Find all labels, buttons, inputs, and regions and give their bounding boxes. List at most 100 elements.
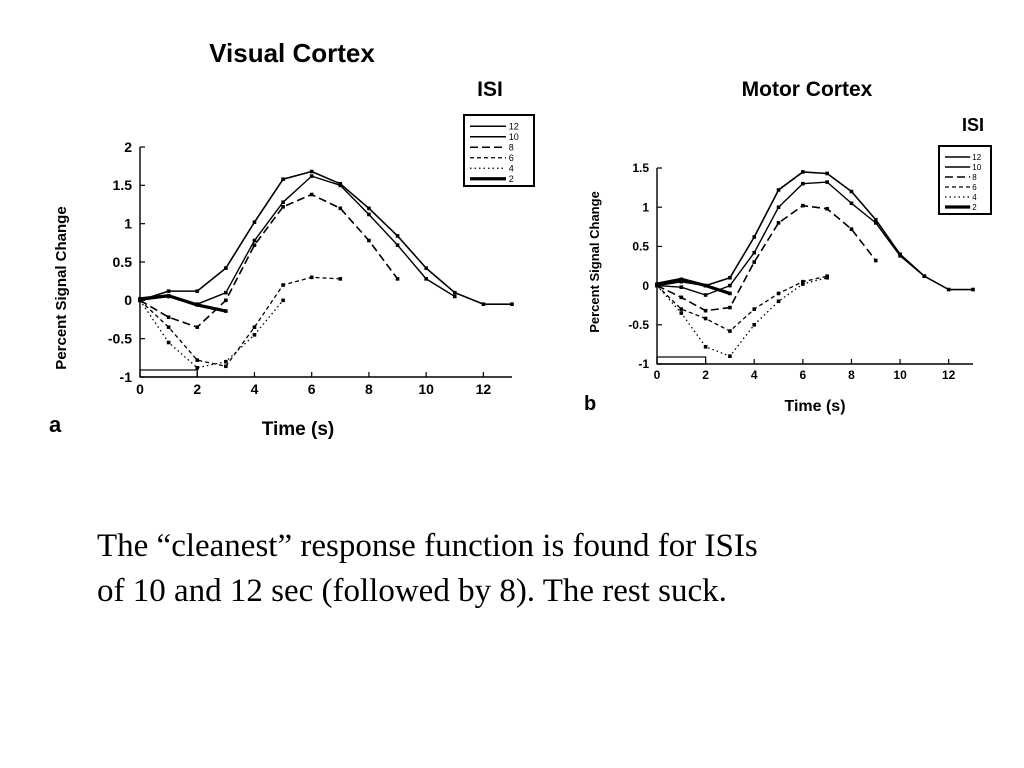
data-point	[752, 323, 757, 327]
data-point	[338, 277, 343, 281]
data-point	[252, 333, 257, 337]
data-point	[849, 201, 854, 206]
data-point	[801, 282, 805, 286]
data-point	[281, 205, 285, 209]
data-point	[224, 298, 228, 303]
y-tick-label: 1	[124, 216, 132, 232]
caption-line-1: The “cleanest” response function is foun…	[97, 528, 758, 564]
x-axis-label: Time (s)	[784, 398, 845, 415]
x-axis-label: Time (s)	[262, 419, 335, 440]
data-point	[825, 171, 829, 176]
data-point	[801, 170, 805, 174]
y-tick-label: -0.5	[628, 318, 649, 332]
data-point	[281, 298, 285, 303]
data-point	[703, 308, 708, 313]
data-point	[898, 254, 902, 258]
data-point	[679, 307, 684, 311]
legend-entry-label: 12	[509, 122, 519, 132]
data-point	[752, 250, 757, 255]
x-tick-label: 2	[702, 368, 709, 382]
data-point	[195, 325, 200, 329]
x-tick-label: 6	[800, 368, 807, 382]
legend-entry-label: 12	[972, 153, 981, 162]
data-point	[728, 354, 732, 358]
data-point	[424, 277, 428, 281]
data-point	[367, 238, 371, 243]
series-line-isi-4	[139, 299, 284, 369]
data-point	[395, 234, 400, 238]
data-point	[195, 358, 200, 362]
data-point	[825, 180, 829, 184]
caption: The “cleanest” response function is foun…	[97, 524, 957, 614]
data-point	[728, 275, 732, 280]
stimulus-bar	[656, 356, 707, 365]
y-tick-label: 0	[124, 292, 132, 308]
series-line-isi-10	[656, 181, 925, 296]
data-point	[801, 181, 805, 186]
chart-title: Visual Cortex	[209, 38, 375, 68]
legend-entry-label: 4	[509, 164, 514, 174]
data-point	[776, 188, 781, 192]
legend-entry-label: 4	[972, 193, 977, 202]
legend-entry-label: 6	[509, 153, 514, 163]
data-point	[703, 316, 708, 321]
data-point	[281, 283, 285, 287]
stimulus-bar	[139, 369, 198, 378]
y-tick-label: 1	[642, 200, 649, 214]
data-point	[728, 329, 732, 333]
y-tick-label: 1.5	[632, 161, 649, 175]
data-point	[195, 303, 200, 307]
data-point	[138, 297, 142, 301]
series-line-isi-2	[139, 294, 227, 313]
y-axis-label: Percent Signal Change	[587, 191, 602, 333]
data-point	[946, 287, 951, 292]
data-point	[338, 206, 343, 211]
data-point	[481, 302, 486, 306]
data-point	[224, 266, 228, 270]
data-point	[849, 189, 854, 194]
y-axis-label: Percent Signal Change	[53, 206, 70, 369]
data-point	[655, 282, 659, 286]
data-point	[752, 235, 757, 239]
series-line-isi-4	[656, 277, 828, 357]
data-point	[281, 177, 285, 181]
y-tick-label: -1	[120, 369, 133, 385]
data-point	[776, 291, 781, 296]
panel-label: a	[49, 412, 62, 437]
x-tick-label: 10	[418, 381, 434, 397]
y-tick-label: 0	[642, 279, 649, 293]
data-point	[825, 275, 829, 280]
data-point	[801, 279, 805, 284]
data-point	[728, 291, 732, 296]
legend-title: ISI	[962, 115, 984, 135]
data-point	[166, 315, 171, 319]
data-point	[873, 217, 878, 222]
data-point	[873, 258, 878, 263]
data-point	[252, 238, 257, 243]
data-point	[703, 344, 708, 349]
legend-entry-label: 2	[509, 174, 514, 184]
series-line-isi-6	[656, 275, 828, 332]
x-tick-label: 2	[193, 381, 201, 397]
data-point	[679, 277, 684, 282]
x-tick-label: 6	[308, 381, 316, 397]
x-tick-label: 12	[942, 368, 956, 382]
series-line-isi-2	[656, 277, 731, 295]
data-point	[252, 243, 257, 247]
data-point	[728, 283, 732, 288]
y-tick-label: 0.5	[113, 254, 133, 270]
data-point	[166, 289, 171, 293]
series-line-isi-6	[139, 276, 341, 367]
data-point	[166, 325, 171, 329]
data-point	[801, 203, 805, 208]
data-point	[224, 359, 228, 364]
data-point	[252, 325, 257, 329]
data-point	[224, 309, 228, 313]
data-point	[309, 169, 314, 174]
data-point	[679, 279, 684, 284]
legend-entry-label: 6	[972, 183, 977, 192]
data-point	[752, 307, 757, 311]
data-point	[825, 206, 829, 211]
